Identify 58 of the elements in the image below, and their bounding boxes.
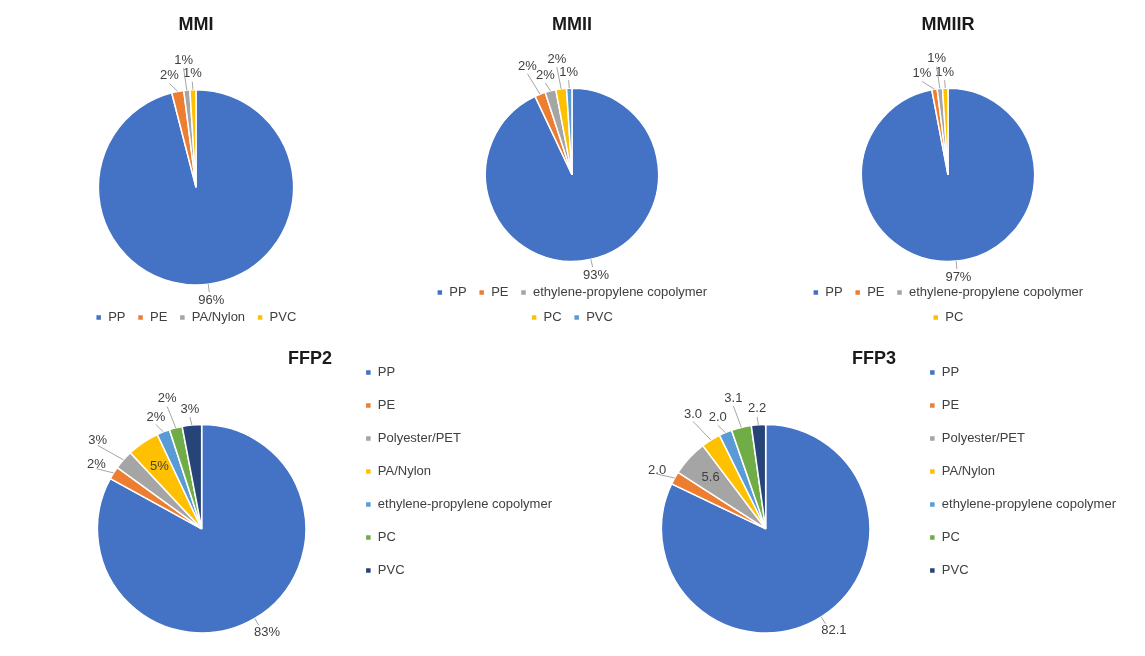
legend-label: Polyester/PET bbox=[941, 430, 1025, 446]
data-label: 2.2 bbox=[748, 400, 767, 416]
data-label: 2.0 bbox=[708, 409, 727, 425]
chart-title: MMI bbox=[178, 13, 214, 34]
data-label: 5% bbox=[150, 458, 170, 474]
chart-title: FFP3 bbox=[851, 347, 897, 368]
data-label: 3% bbox=[88, 431, 108, 447]
data-label: 5.6 bbox=[701, 469, 720, 485]
legend-label: PVC bbox=[269, 309, 297, 325]
legend-label: PC bbox=[543, 309, 562, 325]
legend-label: PP bbox=[941, 364, 960, 380]
chart-title: MMII bbox=[552, 13, 592, 34]
data-label: 2% bbox=[87, 455, 107, 471]
data-label: 2% bbox=[157, 390, 178, 406]
chart-title: MMIIR bbox=[921, 13, 975, 34]
data-label: 1% bbox=[912, 65, 932, 81]
data-label: 3.0 bbox=[684, 406, 703, 422]
data-label: 1% bbox=[174, 51, 194, 67]
data-label: 2% bbox=[160, 67, 180, 83]
data-label: 93% bbox=[583, 266, 610, 282]
legend-label: PC bbox=[945, 309, 964, 325]
legend-label: ethylene-propylene copolymer bbox=[533, 284, 708, 300]
legend-label: PA/Nylon bbox=[377, 463, 432, 479]
legend-label: PE bbox=[867, 284, 885, 300]
legend-label: PE bbox=[491, 284, 509, 300]
data-label: 2% bbox=[547, 50, 567, 66]
legend-label: PC bbox=[377, 529, 396, 545]
legend-label: PVC bbox=[377, 562, 405, 578]
data-label: 1% bbox=[182, 65, 203, 81]
legend-label: PP bbox=[108, 309, 126, 325]
data-label: 1% bbox=[559, 63, 579, 79]
data-label: 3% bbox=[180, 400, 200, 416]
legend-label: ethylene-propylene copolymer bbox=[941, 496, 1117, 512]
data-label: 96% bbox=[198, 291, 225, 307]
legend-label: PP bbox=[825, 284, 843, 300]
legend-label: PE bbox=[150, 309, 168, 325]
legend-label: PA/Nylon bbox=[941, 463, 996, 479]
legend-label: PP bbox=[377, 364, 396, 380]
chart-title: FFP2 bbox=[287, 347, 333, 368]
data-label: 2.0 bbox=[648, 461, 667, 477]
legend-label: PC bbox=[941, 529, 960, 545]
legend-label: PE bbox=[941, 397, 960, 413]
legend-label: PE bbox=[377, 397, 396, 413]
data-label: 97% bbox=[945, 268, 972, 284]
legend-label: PA/Nylon bbox=[191, 309, 246, 325]
legend-label: ethylene-propylene copolymer bbox=[377, 496, 553, 512]
legend-label: ethylene-propylene copolymer bbox=[909, 284, 1084, 300]
data-label: 83% bbox=[253, 623, 281, 639]
data-label: 1% bbox=[927, 50, 947, 66]
legend-label: PVC bbox=[586, 309, 613, 325]
legend-label: PVC bbox=[941, 562, 969, 578]
data-label: 2% bbox=[146, 408, 166, 424]
data-label: 82.1 bbox=[821, 622, 847, 638]
data-label: 2% bbox=[518, 57, 538, 73]
legend-label: PP bbox=[449, 284, 467, 300]
legend-label: Polyester/PET bbox=[377, 430, 461, 446]
data-label: 3.1 bbox=[724, 389, 743, 405]
data-label: 1% bbox=[935, 63, 955, 79]
